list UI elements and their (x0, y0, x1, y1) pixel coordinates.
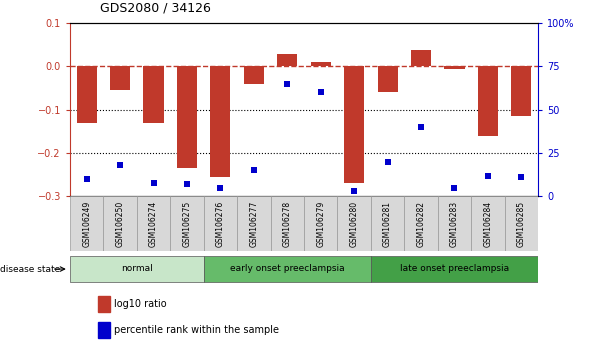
Bar (77, 67, 97, 123)
Bar (378, 67, 398, 92)
Bar (371, 196, 404, 251)
Bar (177, 67, 197, 168)
Point (483, 173, 493, 178)
Bar (304, 196, 337, 251)
Text: early onset preeclampsia: early onset preeclampsia (230, 264, 345, 273)
Bar (277, 54, 297, 67)
Point (416, 124, 426, 130)
Bar (478, 67, 498, 136)
Bar (103, 196, 137, 251)
Bar (110, 67, 130, 90)
Text: GDS2080 / 34126: GDS2080 / 34126 (100, 1, 211, 14)
Bar (237, 196, 271, 251)
Point (517, 175, 527, 180)
Bar (98, 322, 109, 338)
Bar (337, 196, 371, 251)
Point (449, 185, 460, 190)
Point (316, 90, 326, 95)
Bar (70, 196, 103, 251)
Bar (271, 196, 304, 251)
Text: GSM106274: GSM106274 (149, 201, 158, 247)
Point (115, 162, 125, 168)
Bar (511, 67, 531, 116)
Bar (471, 196, 505, 251)
Text: GSM106250: GSM106250 (116, 201, 125, 247)
Text: log10 ratio: log10 ratio (114, 298, 167, 309)
Text: GSM106282: GSM106282 (416, 201, 426, 247)
Text: GSM106281: GSM106281 (383, 201, 392, 247)
Text: normal: normal (121, 264, 153, 273)
Point (383, 159, 393, 165)
Bar (404, 196, 438, 251)
Point (349, 188, 359, 194)
Bar (371, 256, 538, 282)
Bar (170, 196, 204, 251)
Point (81, 176, 91, 182)
Text: GSM106278: GSM106278 (283, 201, 292, 247)
Bar (311, 62, 331, 67)
Bar (143, 67, 164, 123)
Bar (204, 196, 237, 251)
Text: GSM106279: GSM106279 (316, 201, 325, 247)
Bar (210, 67, 230, 177)
Text: GSM106284: GSM106284 (483, 201, 492, 247)
Text: GSM106283: GSM106283 (450, 201, 459, 247)
Text: GSM106277: GSM106277 (249, 201, 258, 247)
Point (148, 180, 158, 185)
Point (282, 81, 292, 87)
Point (249, 167, 259, 173)
Bar (505, 196, 538, 251)
Bar (444, 67, 465, 69)
Text: GSM106275: GSM106275 (182, 201, 192, 247)
Bar (438, 196, 471, 251)
Bar (344, 67, 364, 183)
Text: GSM106249: GSM106249 (82, 201, 91, 247)
Bar (70, 256, 204, 282)
Bar (204, 256, 371, 282)
Point (182, 182, 192, 187)
Point (215, 185, 225, 190)
Text: late onset preeclampsia: late onset preeclampsia (400, 264, 509, 273)
Bar (137, 196, 170, 251)
Bar (98, 296, 109, 312)
Text: GSM106280: GSM106280 (350, 201, 359, 247)
Text: GSM106285: GSM106285 (517, 201, 526, 247)
Text: percentile rank within the sample: percentile rank within the sample (114, 325, 280, 335)
Bar (411, 50, 431, 67)
Text: GSM106276: GSM106276 (216, 201, 225, 247)
Text: disease state: disease state (0, 264, 60, 274)
Bar (244, 67, 264, 84)
